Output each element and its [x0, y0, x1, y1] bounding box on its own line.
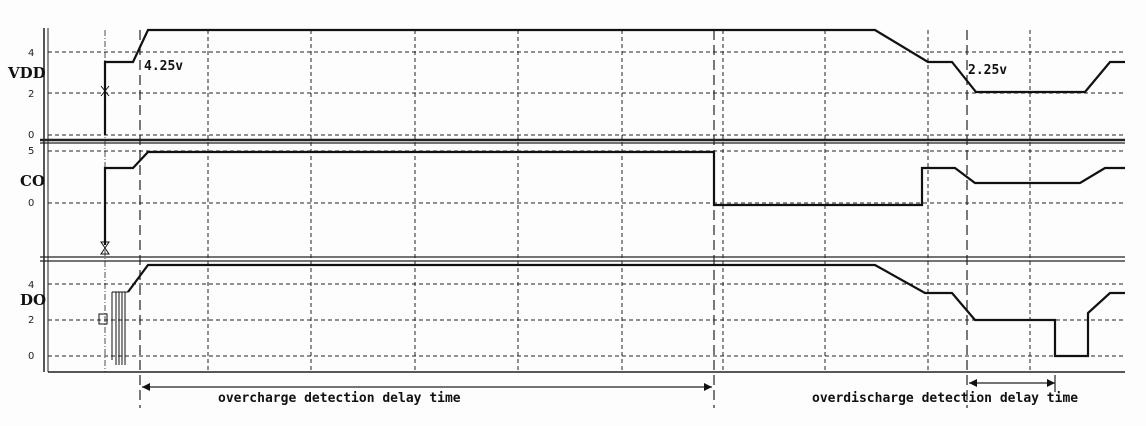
- co-tick-0: 0: [28, 198, 34, 209]
- overdischarge-delay-label: overdischarge detection delay time: [812, 391, 1078, 406]
- do-trace: [127, 263, 1125, 358]
- co-label: CO: [20, 172, 45, 190]
- vdd-tick-4: 4: [28, 48, 34, 59]
- vdd-trace: [103, 28, 1125, 135]
- vdd-cross-marker-icon: [100, 85, 110, 97]
- overcharge-threshold-label: 4.25v: [144, 59, 183, 74]
- vdd-tick-0: 0: [28, 130, 34, 141]
- vdd-label: VDD: [7, 64, 46, 82]
- overcharge-delay-label: overcharge detection delay time: [218, 391, 461, 406]
- arrow-head-left-icon: [969, 379, 977, 387]
- overdischarge-threshold-label: 2.25v: [968, 63, 1007, 78]
- traces: [98, 28, 1125, 365]
- arrow-head-right-icon: [1047, 379, 1055, 387]
- grid: [40, 28, 1125, 408]
- do-tick-0: 0: [28, 351, 34, 362]
- co-marker-icon: [100, 241, 110, 255]
- arrow-head-right-icon: [704, 383, 712, 391]
- do-tick-2: 2: [28, 315, 34, 326]
- do-marker-icon: [98, 313, 108, 325]
- co-trace: [103, 150, 1125, 245]
- vdd-tick-2: 2: [28, 89, 34, 100]
- do-label: DO: [20, 291, 46, 309]
- arrow-head-left-icon: [142, 383, 150, 391]
- do-tick-4: 4: [28, 280, 34, 291]
- co-tick-5: 5: [28, 146, 34, 157]
